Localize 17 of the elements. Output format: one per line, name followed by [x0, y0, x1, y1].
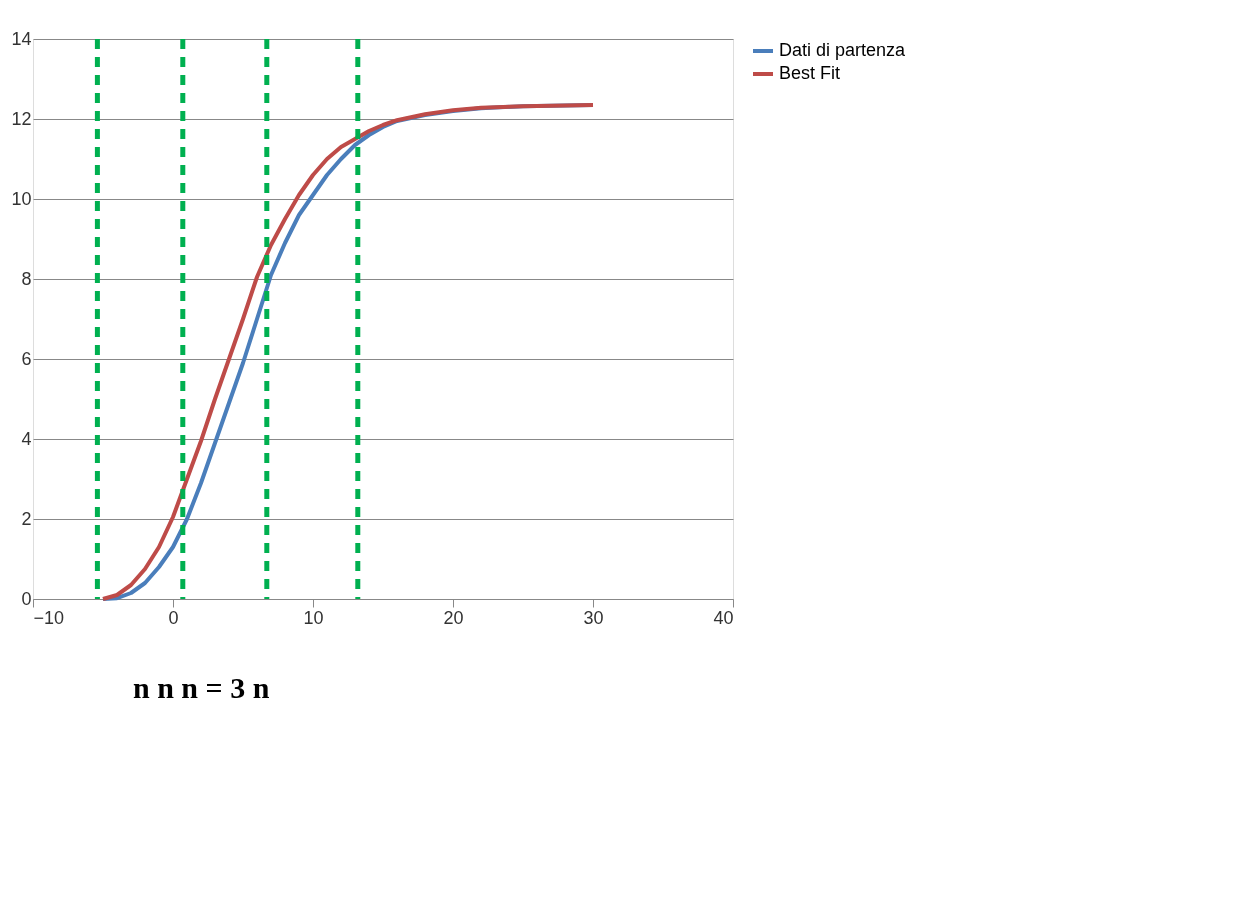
y-tick-label: 2: [21, 508, 32, 529]
x-tick-label: 0: [168, 607, 179, 628]
x-tick-label: 40: [713, 607, 734, 628]
y-tick-label: 8: [21, 268, 32, 289]
text: n n n = 3 n: [133, 671, 270, 704]
y-tick-label: 14: [11, 28, 32, 49]
y-tick-label: 10: [11, 188, 32, 209]
legend-label: Dati di partenza: [779, 40, 907, 60]
x-tick-label: 30: [583, 607, 604, 628]
y-tick-label: 0: [21, 588, 32, 609]
legend-label: Best Fit: [779, 63, 841, 83]
x-tick-label: −10: [33, 607, 65, 628]
x-tick-label: 10: [303, 607, 324, 628]
x-tick-label: 20: [443, 607, 464, 628]
y-tick-label: 4: [21, 428, 32, 449]
y-tick-label: 12: [11, 108, 32, 129]
y-tick-label: 6: [21, 348, 32, 369]
